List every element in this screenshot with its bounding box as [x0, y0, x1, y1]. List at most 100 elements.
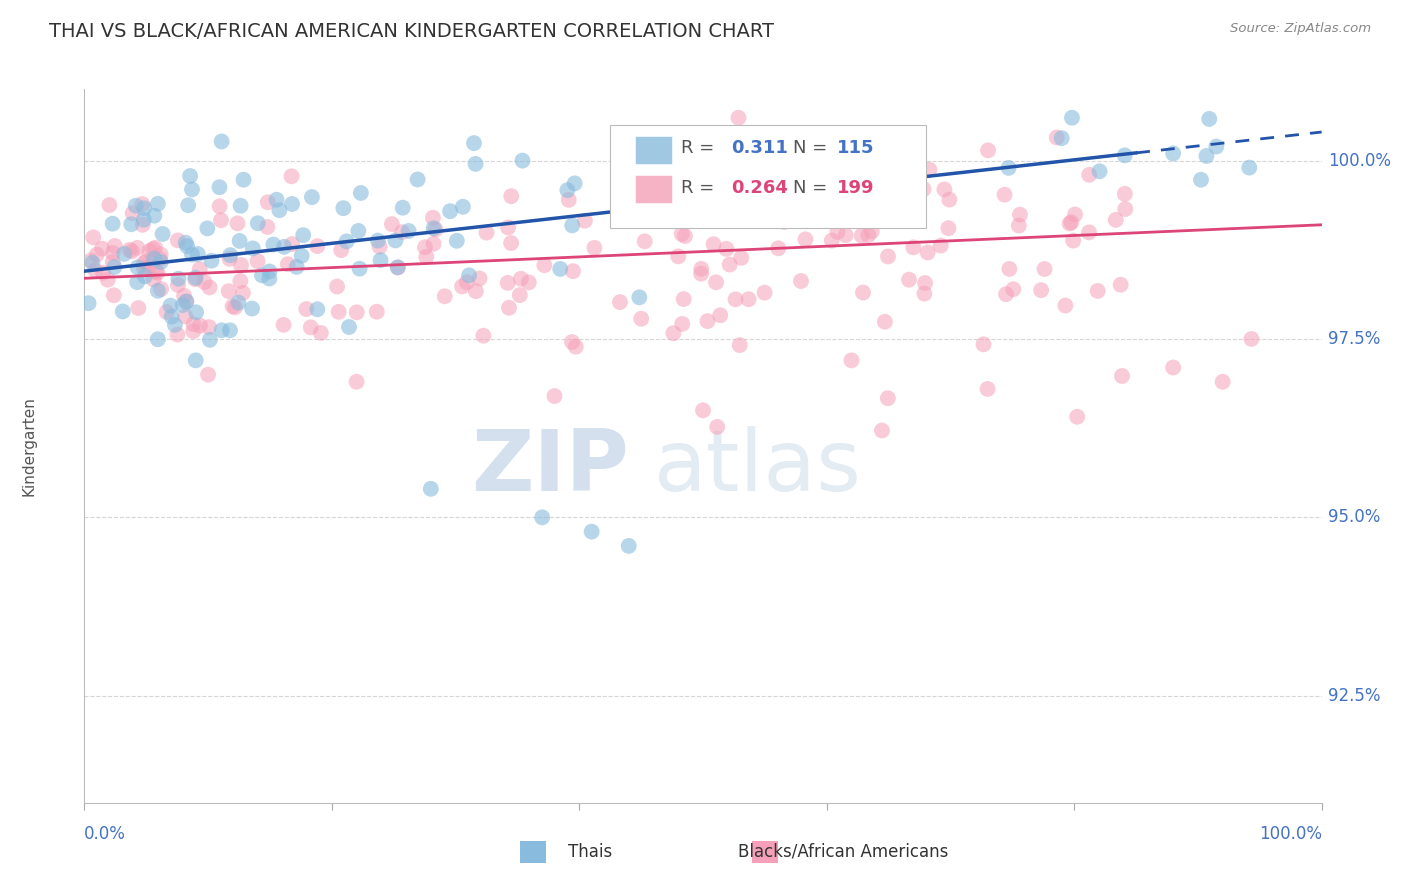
Point — [628, 157, 651, 171]
Point — [266, 193, 288, 207]
Text: 97.5%: 97.5% — [1327, 330, 1381, 348]
Point — [285, 260, 308, 274]
Point — [754, 285, 776, 300]
Point — [1161, 360, 1184, 375]
Point — [155, 305, 177, 319]
Point — [1087, 284, 1109, 298]
Point — [173, 289, 195, 303]
Point — [145, 264, 167, 278]
Point — [134, 269, 156, 284]
Point — [188, 318, 211, 333]
Point — [672, 292, 695, 306]
Point — [938, 193, 960, 207]
Text: 95.0%: 95.0% — [1327, 508, 1381, 526]
Point — [146, 196, 169, 211]
Point — [198, 280, 221, 294]
Point — [146, 266, 169, 280]
Point — [181, 182, 204, 196]
Point — [561, 334, 583, 349]
Point — [671, 317, 693, 331]
Point — [998, 261, 1021, 276]
Point — [821, 194, 844, 208]
Point — [496, 276, 519, 290]
Point — [662, 326, 685, 341]
Point — [174, 310, 197, 324]
Text: 0.0%: 0.0% — [84, 825, 127, 843]
Point — [934, 182, 956, 196]
Point — [783, 159, 806, 173]
Point — [184, 353, 207, 368]
Point — [645, 189, 668, 203]
Point — [728, 338, 751, 352]
Point — [561, 219, 583, 233]
Point — [574, 213, 596, 227]
Point — [121, 244, 143, 259]
Point — [463, 136, 485, 150]
Point — [150, 282, 173, 296]
Point — [1189, 173, 1212, 187]
Text: Kindergarten: Kindergarten — [21, 396, 37, 496]
Point — [328, 305, 350, 319]
Point — [176, 239, 198, 253]
Point — [706, 203, 728, 218]
Point — [127, 275, 149, 289]
Point — [977, 144, 1000, 158]
Point — [391, 225, 413, 239]
Point — [1114, 186, 1136, 201]
Text: N =: N = — [793, 178, 834, 196]
Point — [1059, 217, 1081, 231]
Point — [458, 268, 481, 283]
Point — [198, 320, 221, 334]
Point — [118, 243, 141, 257]
Point — [301, 190, 323, 204]
Point — [1008, 208, 1031, 222]
Point — [176, 294, 198, 309]
Point — [1064, 207, 1087, 221]
Point — [97, 273, 120, 287]
Point — [125, 199, 148, 213]
Text: 199: 199 — [837, 178, 875, 196]
Point — [512, 153, 534, 168]
Point — [548, 262, 571, 277]
Point — [299, 320, 322, 334]
Text: 115: 115 — [837, 139, 875, 157]
Point — [609, 295, 631, 310]
Point — [291, 249, 314, 263]
Point — [858, 228, 880, 243]
Text: R =: R = — [681, 178, 720, 196]
Point — [91, 242, 114, 256]
Point — [177, 198, 200, 212]
Point — [256, 219, 278, 234]
Point — [671, 227, 693, 241]
Point — [415, 250, 437, 264]
Point — [1195, 149, 1218, 163]
Point — [704, 276, 727, 290]
Point — [163, 318, 186, 332]
Bar — [636, 175, 672, 203]
Point — [647, 191, 669, 205]
Text: THAI VS BLACK/AFRICAN AMERICAN KINDERGARTEN CORRELATION CHART: THAI VS BLACK/AFRICAN AMERICAN KINDERGAR… — [49, 22, 775, 41]
Point — [112, 247, 135, 261]
Point — [146, 332, 169, 346]
Point — [259, 264, 281, 278]
Point — [146, 284, 169, 298]
Point — [330, 243, 353, 257]
Point — [149, 252, 172, 267]
Point — [197, 368, 219, 382]
Point — [406, 172, 429, 186]
Point — [737, 292, 759, 306]
Text: ZIP: ZIP — [471, 425, 628, 509]
Point — [246, 216, 269, 230]
Point — [1212, 375, 1234, 389]
Point — [562, 264, 585, 278]
Point — [135, 254, 157, 268]
Text: Blacks/African Americans: Blacks/African Americans — [738, 843, 949, 861]
Point — [132, 261, 155, 276]
Point — [307, 302, 329, 317]
Point — [475, 226, 498, 240]
Point — [718, 258, 741, 272]
Point — [422, 221, 444, 235]
Point — [1111, 369, 1133, 384]
Point — [716, 242, 738, 256]
Text: N =: N = — [793, 139, 834, 157]
